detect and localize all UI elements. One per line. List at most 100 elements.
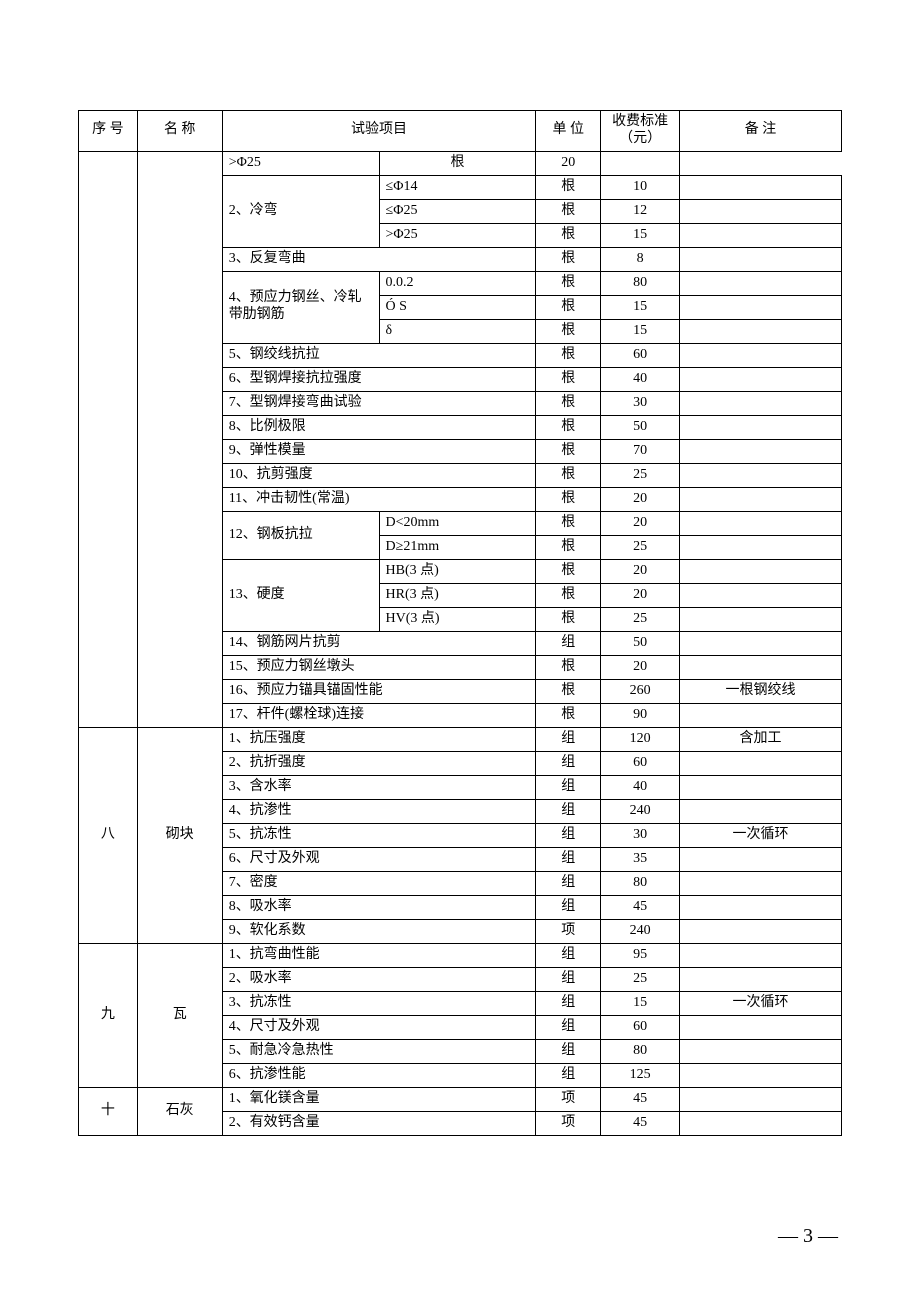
cell-fee: 40 — [601, 775, 680, 799]
pricing-table: 序 号 名 称 试验项目 单 位 收费标准（元） 备 注 >Φ25 根 20 2… — [78, 110, 842, 1136]
cell-test: 6、尺寸及外观 — [222, 847, 536, 871]
cell-unit: 组 — [536, 1039, 601, 1063]
cell-fee: 45 — [601, 1087, 680, 1111]
cell-test: 3、反复弯曲 — [222, 247, 536, 271]
cell-note — [680, 199, 842, 223]
cell-seq: 九 — [79, 943, 138, 1087]
header-name: 名 称 — [137, 111, 222, 152]
cell-unit: 组 — [536, 751, 601, 775]
cell-name: 砌块 — [137, 727, 222, 943]
header-unit: 单 位 — [536, 111, 601, 152]
cell-name: 瓦 — [137, 943, 222, 1087]
cell-test2: Ó S — [379, 295, 536, 319]
cell-unit: 根 — [536, 511, 601, 535]
cell-fee: 20 — [536, 151, 601, 175]
cell-unit: 根 — [536, 607, 601, 631]
cell-fee: 45 — [601, 1111, 680, 1135]
cell-test: 1、抗压强度 — [222, 727, 536, 751]
cell-unit: 组 — [536, 1015, 601, 1039]
cell-seq-blank — [79, 151, 138, 727]
cell-unit: 组 — [536, 847, 601, 871]
cell-note — [680, 847, 842, 871]
cell-fee: 10 — [601, 175, 680, 199]
cell-name: 石灰 — [137, 1087, 222, 1135]
cell-note — [680, 871, 842, 895]
cell-test1: 2、冷弯 — [222, 175, 379, 247]
cell-unit: 根 — [536, 679, 601, 703]
cell-test: 2、有效钙含量 — [222, 1111, 536, 1135]
cell-fee: 25 — [601, 463, 680, 487]
cell-test1: 13、硬度 — [222, 559, 379, 631]
cell-note — [680, 1087, 842, 1111]
cell-unit: 组 — [536, 1063, 601, 1087]
cell-test: 14、钢筋网片抗剪 — [222, 631, 536, 655]
cell-fee: 15 — [601, 319, 680, 343]
cell-test2: >Φ25 — [379, 223, 536, 247]
cell-unit: 根 — [536, 559, 601, 583]
cell-unit: 根 — [379, 151, 536, 175]
cell-unit: 根 — [536, 487, 601, 511]
cell-fee: 60 — [601, 343, 680, 367]
cell-test: 16、预应力锚具锚固性能 — [222, 679, 536, 703]
cell-test: 11、冲击韧性(常温) — [222, 487, 536, 511]
cell-note — [680, 487, 842, 511]
cell-note — [680, 391, 842, 415]
cell-test: 4、尺寸及外观 — [222, 1015, 536, 1039]
cell-unit: 组 — [536, 871, 601, 895]
cell-test: 15、预应力钢丝墩头 — [222, 655, 536, 679]
cell-unit: 组 — [536, 799, 601, 823]
cell-unit: 根 — [536, 295, 601, 319]
table-row: 九 瓦 1、抗弯曲性能 组 95 — [79, 943, 842, 967]
cell-note — [680, 1111, 842, 1135]
cell-note — [680, 655, 842, 679]
header-fee: 收费标准（元） — [601, 111, 680, 152]
cell-unit: 根 — [536, 583, 601, 607]
cell-fee: 35 — [601, 847, 680, 871]
cell-note — [680, 703, 842, 727]
cell-test: 4、抗渗性 — [222, 799, 536, 823]
cell-note — [680, 463, 842, 487]
cell-fee: 40 — [601, 367, 680, 391]
cell-test: 5、耐急冷急热性 — [222, 1039, 536, 1063]
cell-unit: 根 — [536, 271, 601, 295]
cell-unit: 根 — [536, 415, 601, 439]
cell-fee: 20 — [601, 511, 680, 535]
cell-test: 5、钢绞线抗拉 — [222, 343, 536, 367]
cell-fee: 20 — [601, 655, 680, 679]
cell-fee: 70 — [601, 439, 680, 463]
cell-test2: HB(3 点) — [379, 559, 536, 583]
cell-note — [680, 583, 842, 607]
cell-fee: 60 — [601, 1015, 680, 1039]
header-seq: 序 号 — [79, 111, 138, 152]
cell-test: 3、含水率 — [222, 775, 536, 799]
cell-note — [680, 439, 842, 463]
cell-fee: 80 — [601, 271, 680, 295]
cell-unit: 根 — [536, 439, 601, 463]
cell-note: 一次循环 — [680, 991, 842, 1015]
cell-unit: 根 — [536, 367, 601, 391]
cell-fee: 20 — [601, 583, 680, 607]
table-header-row: 序 号 名 称 试验项目 单 位 收费标准（元） 备 注 — [79, 111, 842, 152]
cell-fee: 25 — [601, 967, 680, 991]
cell-test: 7、型钢焊接弯曲试验 — [222, 391, 536, 415]
cell-fee: 25 — [601, 535, 680, 559]
cell-test2: δ — [379, 319, 536, 343]
cell-test2: ≤Φ14 — [379, 175, 536, 199]
cell-note — [680, 175, 842, 199]
cell-note — [680, 295, 842, 319]
cell-test1: 4、预应力钢丝、冷轧带肋钢筋 — [222, 271, 379, 343]
cell-unit: 组 — [536, 823, 601, 847]
cell-test2: 0.0.2 — [379, 271, 536, 295]
cell-note — [680, 1015, 842, 1039]
cell-unit: 根 — [536, 655, 601, 679]
cell-unit: 项 — [536, 919, 601, 943]
cell-test: 10、抗剪强度 — [222, 463, 536, 487]
cell-note — [680, 319, 842, 343]
cell-unit: 根 — [536, 199, 601, 223]
cell-unit: 根 — [536, 247, 601, 271]
cell-unit: 组 — [536, 967, 601, 991]
cell-fee: 240 — [601, 919, 680, 943]
cell-unit: 项 — [536, 1111, 601, 1135]
cell-unit: 根 — [536, 343, 601, 367]
cell-unit: 组 — [536, 895, 601, 919]
